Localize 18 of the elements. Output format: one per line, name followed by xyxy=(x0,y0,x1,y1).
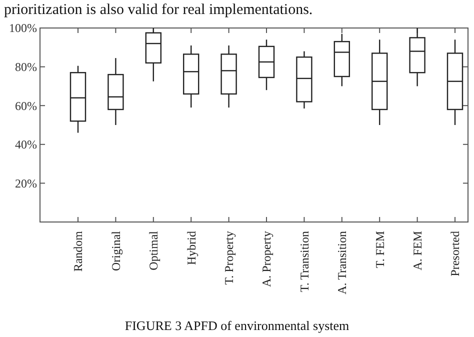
x-tick-label: Presorted xyxy=(448,231,462,276)
y-tick-label: 80% xyxy=(15,60,37,74)
x-tick-label: T. Property xyxy=(222,231,236,285)
y-tick-label: 60% xyxy=(15,98,37,113)
x-tick-label: A. Transition xyxy=(335,231,350,294)
x-tick-label: Random xyxy=(71,230,86,272)
x-tick-label: Hybrid xyxy=(184,231,198,265)
text: FIGURE 3 APFD of environmental system xyxy=(124,318,350,333)
x-tick-label: Original xyxy=(108,230,123,271)
x-tick-label: Optimal xyxy=(146,230,161,270)
text: prioritization is also valid for real implementations. xyxy=(4,2,313,18)
x-tick-label: T. FEM xyxy=(372,230,387,268)
y-tick-label: 100% xyxy=(9,21,37,36)
x-tick-label: T. Transition xyxy=(297,231,312,292)
y-tick-label: 40% xyxy=(15,138,37,152)
y-tick-label: 20% xyxy=(15,176,37,190)
x-tick-label: A. Property xyxy=(260,231,274,287)
x-tick-label: A. FEM xyxy=(410,230,424,270)
